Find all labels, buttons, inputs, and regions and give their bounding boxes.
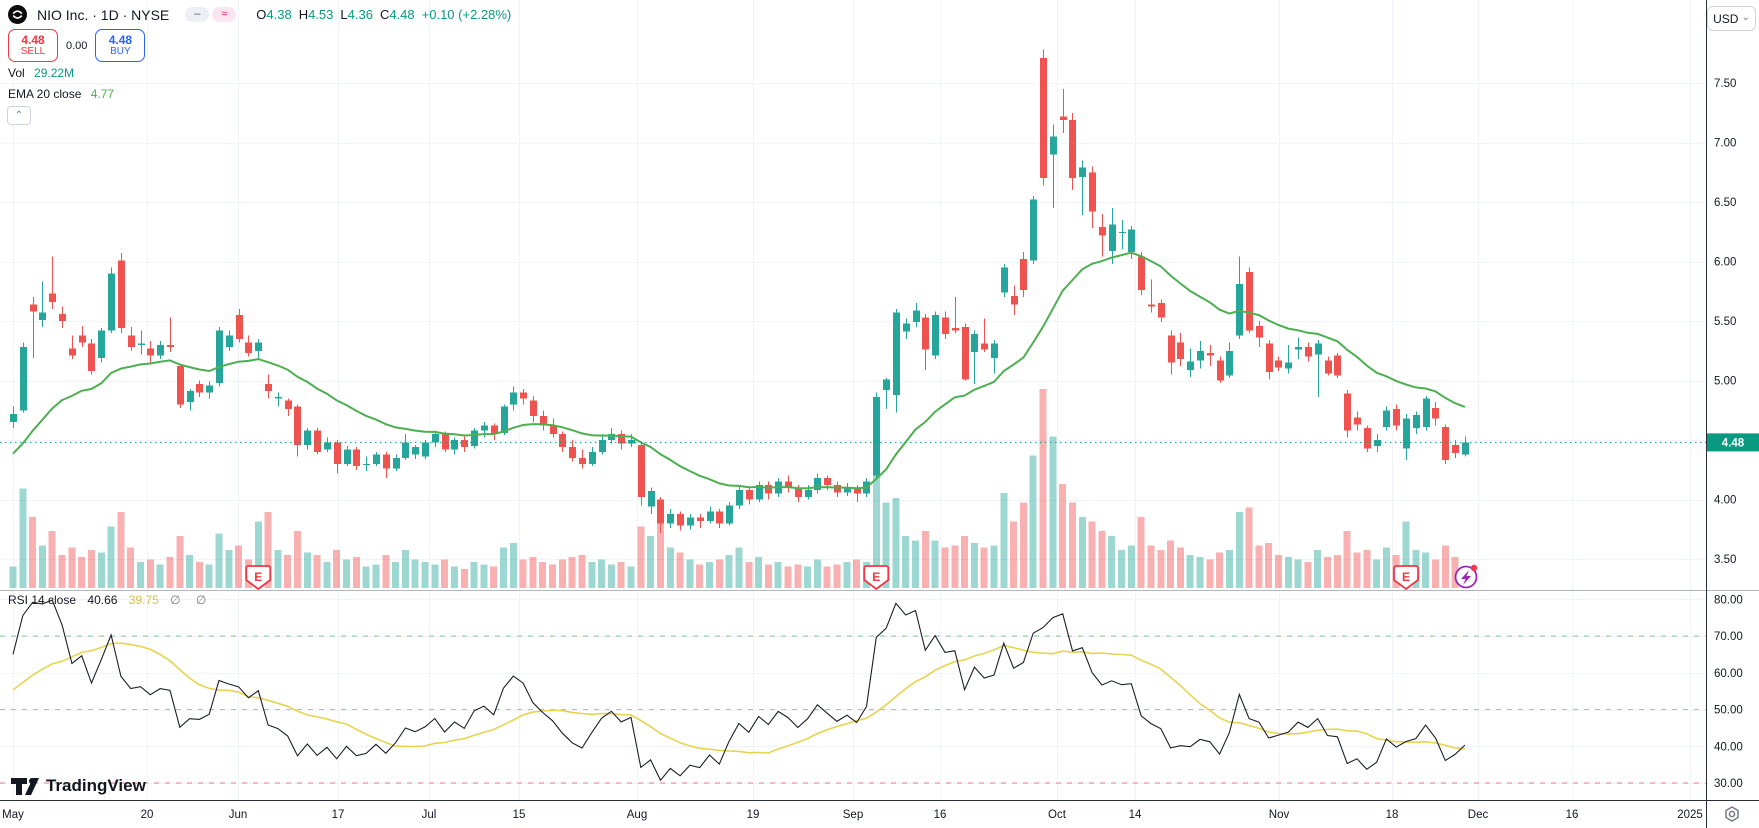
rsi-ma-value: 39.75 [128, 593, 159, 607]
rsi-line [12, 599, 1466, 782]
chevron-up-icon: ⌃ [14, 110, 24, 121]
axis-label: Dec [1468, 809, 1489, 821]
nio-logo-icon[interactable] [8, 5, 27, 24]
symbol-legend: NIO Inc. · 1D · NYSE – ≈ O4.38 H4.53 L4.36… [8, 5, 518, 24]
axis-label: 50.00 [1714, 705, 1743, 717]
svg-text:E: E [872, 570, 880, 584]
currency-label: USD [1713, 11, 1739, 26]
buy-label: BUY [110, 45, 131, 57]
axis-label: Jun [229, 809, 248, 821]
sell-label: SELL [20, 45, 46, 57]
tradingview-logo-icon [11, 777, 39, 795]
tradingview-watermark[interactable]: TradingView [10, 776, 146, 796]
sell-button[interactable]: 4.48 SELL [8, 29, 58, 62]
spread-value: 0.00 [66, 39, 88, 52]
buy-button[interactable]: 4.48 BUY [95, 29, 146, 62]
axis-label: Jul [422, 809, 437, 821]
axis-label: 3.50 [1714, 554, 1736, 566]
axis-label: 20 [141, 809, 154, 821]
ohlc-readout: O4.38 H4.53 L4.36 C4.48 +0.10 (+2.28%) [256, 7, 518, 22]
svg-text:E: E [254, 570, 262, 584]
axis-label: 40.00 [1714, 741, 1743, 753]
grid-lines [0, 0, 1706, 800]
rsi-label: RSI 14 close [8, 593, 77, 607]
volume-legend[interactable]: Vol 29.22M [8, 66, 74, 80]
trade-buttons: 4.48 SELL 0.00 4.48 BUY [8, 29, 146, 62]
sell-price: 4.48 [21, 32, 45, 47]
axis-label: 7.00 [1714, 138, 1736, 150]
svg-text:E: E [1402, 570, 1410, 584]
high-value: 4.53 [308, 7, 334, 22]
axis-label: 5.00 [1714, 376, 1736, 388]
volume-bars [9, 389, 1469, 588]
currency-dropdown[interactable]: USD ⌄ [1707, 6, 1756, 31]
ema-legend[interactable]: EMA 20 close 4.77 [8, 87, 114, 101]
axis-label: 16 [1566, 809, 1579, 821]
axis-label: 30.00 [1714, 778, 1743, 790]
axis-label: 17 [332, 809, 345, 821]
rsi-ma-line [12, 642, 1465, 754]
rsi-value: 40.66 [87, 593, 118, 607]
collapse-legend-button[interactable]: ⌃ [7, 106, 31, 125]
change-value: +0.10 (+2.28%) [421, 7, 512, 22]
axis-label: 14 [1129, 809, 1142, 821]
minimize-legend-icon[interactable]: – [185, 7, 210, 22]
ema-value: 4.77 [90, 87, 115, 101]
symbol-title[interactable]: NIO Inc. · 1D · NYSE [37, 6, 170, 23]
axis-label: 16 [934, 809, 947, 821]
svg-text:4.48: 4.48 [1722, 437, 1745, 449]
earnings-marker[interactable]: E [1393, 565, 1419, 591]
buy-price: 4.48 [108, 32, 133, 47]
close-label: C [379, 7, 390, 22]
axis-label: 7.50 [1714, 78, 1736, 90]
rsi-legend[interactable]: RSI 14 close 40.66 39.75 ∅ ∅ [8, 593, 212, 607]
earnings-marker[interactable]: E [863, 565, 890, 591]
volume-label: Vol [8, 66, 25, 80]
axis-label: May [2, 809, 24, 821]
wave-toggle-icon[interactable]: ≈ [212, 7, 237, 22]
axis-label: 70.00 [1714, 631, 1743, 643]
ema20-line [12, 251, 1466, 490]
axis-label: 6.00 [1714, 257, 1736, 269]
rsi-source-icons[interactable]: ∅ ∅ [170, 593, 213, 607]
axis-label: 18 [1386, 809, 1399, 821]
axis-label: 60.00 [1714, 668, 1743, 680]
timezone-settings-icon[interactable] [1725, 806, 1739, 822]
low-value: 4.36 [347, 7, 373, 22]
high-label: H [298, 7, 309, 22]
open-label: O [256, 7, 267, 22]
axis-label: 6.50 [1714, 197, 1736, 209]
axis-label: 19 [747, 809, 760, 821]
chevron-down-icon: ⌄ [1741, 11, 1750, 23]
close-value: 4.48 [389, 7, 415, 22]
axis-label: Sep [843, 809, 863, 821]
last-price-badge: 4.48 [1707, 433, 1759, 452]
axis-label: Oct [1048, 809, 1067, 821]
axis-label: 15 [513, 809, 526, 821]
axis-label: 5.50 [1714, 316, 1736, 328]
event-lightning-icon[interactable] [1454, 564, 1478, 589]
candlesticks [10, 49, 1469, 533]
axis-label: Aug [627, 809, 647, 821]
open-value: 4.38 [266, 7, 292, 22]
axis-label: 80.00 [1714, 594, 1743, 606]
ema-label: EMA 20 close [8, 87, 82, 101]
volume-value: 29.22M [34, 66, 75, 80]
axis-label: 4.00 [1714, 495, 1736, 507]
earnings-marker[interactable]: E [245, 565, 272, 591]
axis-label: Nov [1269, 809, 1290, 821]
low-label: L [340, 7, 348, 22]
axis-label: 2025 [1677, 809, 1703, 821]
tradingview-wordmark: TradingView [46, 776, 146, 795]
